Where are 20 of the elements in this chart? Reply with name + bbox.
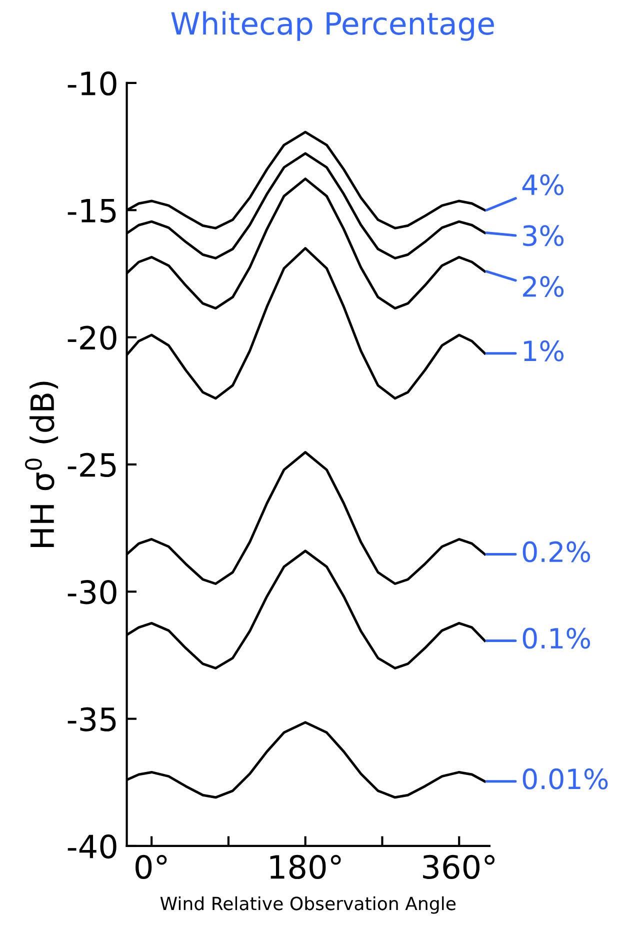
y-tick-label: -10	[68, 71, 116, 96]
y-tick-label: -30	[68, 580, 116, 604]
chart-title: Whitecap Percentage	[171, 11, 494, 41]
series-label: 0.01%	[522, 768, 608, 790]
series-label: 0.2%	[522, 541, 590, 562]
series-label: 2%	[523, 276, 564, 298]
series-label: 3%	[523, 225, 564, 246]
y-tick-label: -15	[68, 198, 116, 223]
y-tick-label: -35	[68, 707, 116, 732]
y-tick-label: -40	[68, 834, 116, 859]
y-tick-label: -25	[68, 452, 116, 478]
series-label: 0.1%	[522, 628, 590, 649]
y-axis-title: HH σ$^{0}$ (dB)	[25, 382, 58, 547]
x-tick-label: 360°	[423, 854, 495, 880]
x-tick-label: 180°	[270, 854, 341, 880]
series-label: 1%	[524, 340, 564, 362]
series-label: 4%	[522, 174, 564, 196]
x-axis-title: Wind Relative Observation Angle	[160, 896, 456, 914]
x-tick-label: 0°	[136, 854, 167, 880]
y-tick-label: -20	[68, 326, 116, 350]
